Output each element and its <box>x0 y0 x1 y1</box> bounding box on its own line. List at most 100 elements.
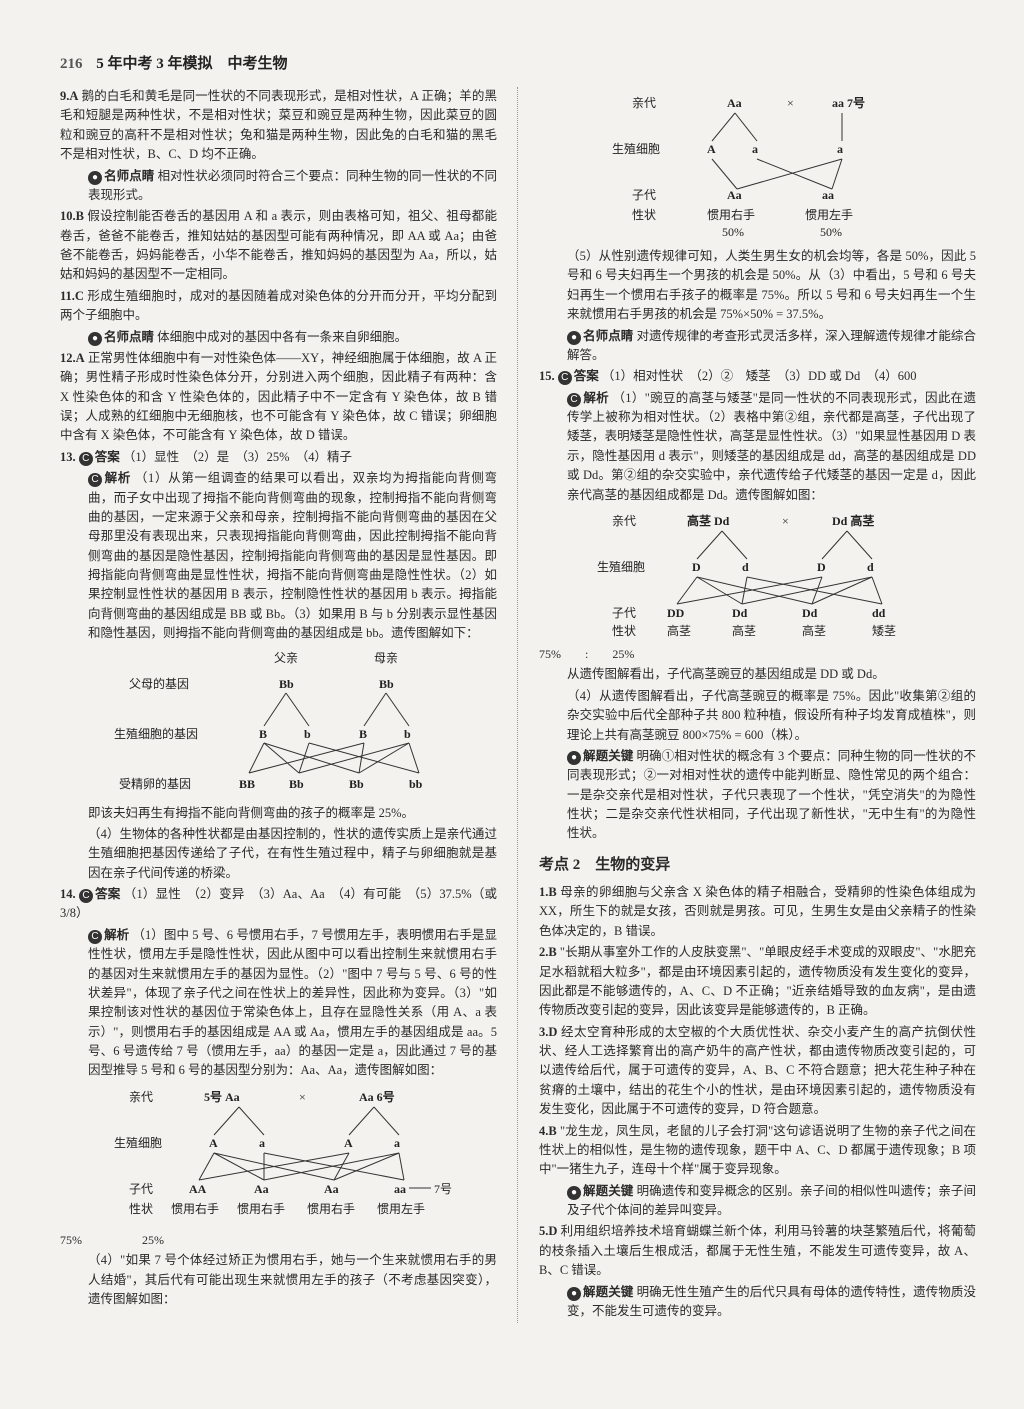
f14a-s3: 惯用左手 <box>377 1201 425 1216</box>
q11-tip-label: 名师点睛 <box>104 330 154 344</box>
f15-s3: 矮茎 <box>872 624 896 638</box>
q15-exp2: （4）从遗传图解看出，子代高茎豌豆的概率是 75%。因此"收集第②组的杂交实验中… <box>539 687 976 745</box>
q14-ans-body: （1）显性 （2）变异 （3）Aa、Aa （4）有可能 （5）37.5%（或 3… <box>60 887 497 920</box>
badge-icon: ● <box>567 751 581 765</box>
f14a-pct: 75% 25% <box>60 1231 497 1250</box>
f15-g1: d <box>742 560 749 574</box>
f14a-f2: Aa <box>324 1182 339 1196</box>
page-number: 216 <box>60 56 83 72</box>
badge-icon: ● <box>567 331 581 345</box>
q11-body: 形成生殖细胞时，成对的基因随着成对染色体的分开而分开，平均分配到两个子细胞中。 <box>60 289 497 322</box>
right-column: 亲代 Aa × aa 7号 生殖细胞 A a a 子代 Aa aa 性状 惯用右… <box>539 87 976 1323</box>
q12-body: 正常男性体细胞中有一对性染色体——XY，神经细胞属于体细胞，故 A 正确；男性精… <box>60 351 497 443</box>
f15-f-label: 子代 <box>612 606 636 620</box>
q9-tag: 9.A <box>60 89 78 103</box>
fig13-bb-l: Bb <box>279 677 294 691</box>
f15-s0: 高茎 <box>667 623 691 638</box>
badge-icon: C <box>79 889 93 903</box>
q13-exp-body: （1）从第一组调查的结果可以看出，双亲均为拇指能向背侧弯曲，而子女中出现了拇指不… <box>88 471 497 640</box>
f15-f0: DD <box>667 606 685 620</box>
fig13-g3: b <box>404 727 411 741</box>
f14a-s-label: 性状 <box>129 1202 153 1216</box>
topic2-title: 考点 2 生物的变异 <box>539 854 976 877</box>
f14a-child: 7号 <box>434 1182 452 1196</box>
f14b-pr: aa 7号 <box>832 95 865 110</box>
fig13-row2-label: 生殖细胞的基因 <box>114 726 198 741</box>
fig13-row3-label: 受精卵的基因 <box>119 776 191 791</box>
f14b-f-label: 子代 <box>632 188 656 202</box>
fig13-g1: b <box>304 727 311 741</box>
q15-exp1: C解析 （1）"豌豆的高茎与矮茎"是同一性状的不同表现形式，因此在遗传学上被称为… <box>539 389 976 505</box>
f14a-cross: × <box>299 1090 306 1104</box>
q15-tag: 15. <box>539 369 555 383</box>
q11-tip-body: 体细胞中成对的基因中各有一条来自卵细胞。 <box>157 330 407 344</box>
q13-ans: 13. C答案 （1）显性 （2）是 （3）25% （4）精子 <box>60 448 497 467</box>
badge-icon: ● <box>88 171 102 185</box>
badge-icon: C <box>79 452 93 466</box>
f14a-pl: 5号 Aa <box>204 1089 240 1104</box>
q14-5: （5）从性别遗传规律可知，人类生男生女的机会均等，各是 50%，因此 5 号和 … <box>539 247 976 325</box>
f15-g-label: 生殖细胞 <box>597 559 645 574</box>
t2-q5-body: 利用组织培养技术培育蝴蝶兰新个体，利用马铃薯的块茎繁殖后代，将葡萄的枝条插入土壤… <box>539 1224 976 1277</box>
q13-tag: 13. <box>60 450 76 464</box>
f14b-s-label: 性状 <box>632 208 656 222</box>
f14b-sl: 惯用右手 <box>707 207 755 222</box>
t2-q3: 3.D 经太空育种形成的太空椒的个大质优性状、杂交小麦产生的高产抗倒伏性状、经人… <box>539 1023 976 1120</box>
q11-tip: ●名师点睛 体细胞中成对的基因中各有一条来自卵细胞。 <box>60 328 497 347</box>
f15-pct: 75% : 25% <box>539 645 976 664</box>
f14b-f0: Aa <box>727 188 742 202</box>
f14b-pl: Aa <box>727 96 742 110</box>
q10-tag: 10.B <box>60 209 84 223</box>
fig13-z0: BB <box>239 777 255 791</box>
f15-f2: Dd <box>802 606 818 620</box>
f14b-g-label: 生殖细胞 <box>612 141 660 156</box>
f14b-g0: A <box>707 142 716 156</box>
t2-q2: 2.B "长期从事室外工作的人皮肤变黑"、"单眼皮经手术变成的双眼皮"、"水肥充… <box>539 943 976 1021</box>
t2-q5-key: ●解题关键 明确无性生殖产生的后代只具有母体的遗传特性，遗传物质没变，不能发生可… <box>539 1283 976 1322</box>
f14b-sr: 惯用左手 <box>805 207 853 222</box>
fig15-diagram: 亲代 高茎 Dd × Dd 高茎 生殖细胞 D d D d 子代 DD Dd D… <box>567 509 947 639</box>
f14b-cross: × <box>787 96 794 110</box>
q14-tip: ●名师点睛 对遗传规律的考查形式灵活多样，深入理解遗传规律才能综合解答。 <box>539 327 976 366</box>
f15-f1: Dd <box>732 606 748 620</box>
fig13-z3: bb <box>409 777 423 791</box>
fig13-diagram: 父亲 母亲 父母的基因 Bb Bb 生殖细胞的基因 B b B b <box>99 648 459 798</box>
t2-q4-body: "龙生龙，凤生凤，老鼠的儿子会打洞"这句谚语说明了生物的亲子代之间在性状上的相似… <box>539 1124 976 1177</box>
fig13-z1: Bb <box>289 777 304 791</box>
q9-body: 鹅的白毛和黄毛是同一性状的不同表现形式，是相对性状，A 正确；羊的黑毛和短腿是两… <box>60 89 497 161</box>
q15-ans-label: 答案 <box>574 369 599 383</box>
fig13-mother: 母亲 <box>374 651 398 665</box>
t2-q4: 4.B "龙生龙，凤生凤，老鼠的儿子会打洞"这句谚语说明了生物的亲子代之间在性状… <box>539 1122 976 1180</box>
q14-exp-label: 解析 <box>104 928 129 942</box>
q15-exp1-body: （1）"豌豆的高茎与矮茎"是同一性状的不同表现形式，因此在遗传学上被称为相对性状… <box>567 391 976 502</box>
fig14b-diagram: 亲代 Aa × aa 7号 生殖细胞 A a a 子代 Aa aa 性状 惯用右… <box>577 91 937 241</box>
f14a-g0: A <box>209 1136 218 1150</box>
t2-q3-body: 经太空育种形成的太空椒的个大质优性状、杂交小麦产生的高产抗倒伏性状、经人工选择繁… <box>539 1025 976 1117</box>
q15-ans-body: （1）相对性状 （2）② 矮茎 （3）DD 或 Dd （4）600 <box>602 369 917 383</box>
f15-s2: 高茎 <box>802 623 826 638</box>
t2-q4-key: ●解题关键 明确遗传和变异概念的区别。亲子间的相似性叫遗传；亲子间及子代个体间的… <box>539 1182 976 1221</box>
badge-icon: C <box>558 371 572 385</box>
column-divider <box>517 87 519 1323</box>
q15-key-label: 解题关键 <box>583 749 633 763</box>
q14-ans-label: 答案 <box>95 887 121 901</box>
q9: 9.A 鹅的白毛和黄毛是同一性状的不同表现形式，是相对性状，A 正确；羊的黑毛和… <box>60 87 497 165</box>
q11-tag: 11.C <box>60 289 84 303</box>
q11: 11.C 形成生殖细胞时，成对的基因随着成对染色体的分开而分开，平均分配到两个子… <box>60 287 497 326</box>
q15-ans: 15. C答案 （1）相对性状 （2）② 矮茎 （3）DD 或 Dd （4）60… <box>539 367 976 386</box>
f14a-f3: aa <box>394 1182 406 1196</box>
q9-tip-label: 名师点睛 <box>104 169 154 183</box>
f14a-f1: Aa <box>254 1182 269 1196</box>
q14-tip-label: 名师点睛 <box>583 329 633 343</box>
f14a-g2: A <box>344 1136 353 1150</box>
f14b-p-label: 亲代 <box>632 96 656 110</box>
fig13-z2: Bb <box>349 777 364 791</box>
f14b-f1: aa <box>822 188 834 202</box>
q14-exp-body: （1）图中 5 号、6 号惯用右手，7 号惯用左手，表明惯用右手是显性性状，惯用… <box>88 928 497 1078</box>
t2-q5-tag: 5.D <box>539 1224 557 1238</box>
badge-icon: C <box>88 473 102 487</box>
t2-q2-tag: 2.B <box>539 945 557 959</box>
f14b-pl2: 50% <box>722 225 744 239</box>
f14b-g2: a <box>837 142 843 156</box>
q13-ans-body: （1）显性 （2）是 （3）25% （4）精子 <box>123 450 352 464</box>
